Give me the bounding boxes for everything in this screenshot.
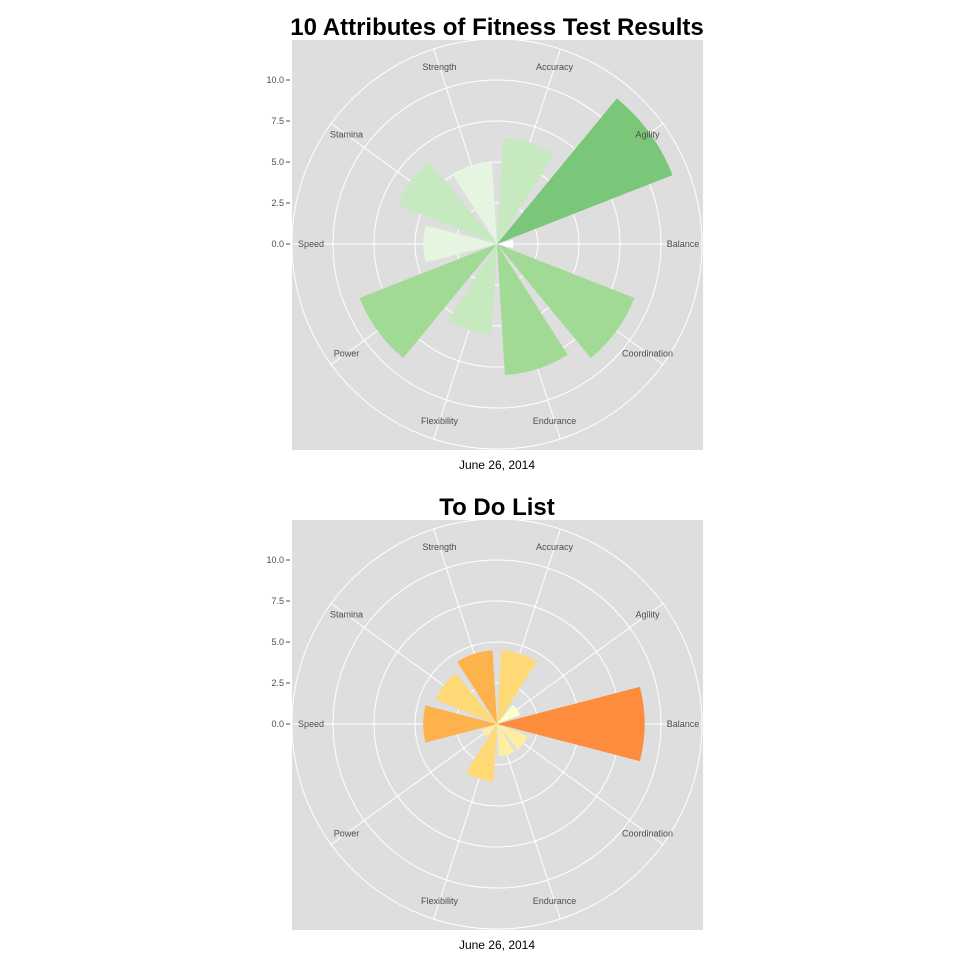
category-label-stamina: Stamina bbox=[330, 610, 363, 620]
r-tick-label-0: 0.0 bbox=[271, 239, 284, 249]
bar-power bbox=[359, 244, 497, 358]
category-label-flexibility: Flexibility bbox=[421, 416, 459, 426]
r-tick-label-3: 7.5 bbox=[271, 596, 284, 606]
grid-spoke-6 bbox=[330, 723, 498, 845]
bar-flexibility bbox=[448, 244, 497, 335]
bar-coordination bbox=[497, 724, 528, 750]
category-label-power: Power bbox=[334, 348, 360, 358]
bar-speed bbox=[423, 225, 497, 263]
bar-balance bbox=[497, 686, 645, 762]
bar-agility bbox=[497, 705, 520, 724]
grid-spoke-4 bbox=[496, 723, 561, 920]
bar-strength bbox=[457, 650, 497, 724]
bar-balance bbox=[497, 239, 514, 249]
category-label-endurance: Endurance bbox=[533, 896, 577, 906]
chart-1-title: 10 Attributes of Fitness Test Results bbox=[290, 14, 704, 41]
r-tick-label-1: 2.5 bbox=[271, 198, 284, 208]
chart-1-caption: June 26, 2014 bbox=[458, 458, 536, 472]
category-label-agility: Agility bbox=[635, 610, 660, 620]
bar-accuracy bbox=[497, 137, 555, 244]
chart-2-caption: June 26, 2014 bbox=[458, 938, 536, 952]
bar-stamina bbox=[435, 673, 497, 724]
bar-endurance bbox=[497, 244, 568, 375]
category-label-stamina: Stamina bbox=[330, 130, 363, 140]
r-tick-label-4: 10.0 bbox=[266, 75, 284, 85]
r-tick-label-2: 5.0 bbox=[271, 157, 284, 167]
category-label-agility: Agility bbox=[635, 130, 660, 140]
r-tick-label-1: 2.5 bbox=[271, 678, 284, 688]
bar-strength bbox=[452, 162, 497, 244]
category-label-strength: Strength bbox=[422, 542, 456, 552]
r-tick-label-3: 7.5 bbox=[271, 116, 284, 126]
bar-stamina bbox=[397, 161, 497, 244]
chart-2-svg: Accuracy Agility Balance Coordination Endura… bbox=[266, 518, 703, 930]
category-label-balance: Balance bbox=[667, 719, 700, 729]
bar-flexibility bbox=[466, 724, 497, 782]
bar-coordination bbox=[497, 244, 635, 358]
category-label-coordination: Coordination bbox=[622, 828, 673, 838]
category-label-balance: Balance bbox=[667, 239, 700, 249]
grid-spoke-1 bbox=[496, 603, 664, 725]
category-label-flexibility: Flexibility bbox=[421, 896, 459, 906]
grid-spoke-3 bbox=[496, 723, 664, 845]
bar-speed bbox=[423, 705, 497, 743]
bar-accuracy bbox=[497, 650, 537, 724]
bar-agility bbox=[497, 98, 673, 244]
category-label-speed: Speed bbox=[298, 719, 324, 729]
r-tick-label-2: 5.0 bbox=[271, 637, 284, 647]
category-label-endurance: Endurance bbox=[533, 416, 577, 426]
category-label-accuracy: Accuracy bbox=[536, 62, 574, 72]
chart-2-title: To Do List bbox=[439, 494, 555, 521]
chart-2: Accuracy Agility Balance Coordination Endura… bbox=[0, 480, 960, 960]
category-label-accuracy: Accuracy bbox=[536, 542, 574, 552]
r-tick-label-0: 0.0 bbox=[271, 719, 284, 729]
category-label-strength: Strength bbox=[422, 62, 456, 72]
chart-1-svg: Accuracy Agility Balance Coordination Endura… bbox=[266, 38, 703, 450]
bar-endurance bbox=[497, 724, 515, 757]
category-label-power: Power bbox=[334, 828, 360, 838]
chart-1: Accuracy Agility Balance Coordination Endura… bbox=[266, 14, 704, 472]
bar-power bbox=[481, 724, 497, 737]
category-label-speed: Speed bbox=[298, 239, 324, 249]
category-label-coordination: Coordination bbox=[622, 348, 673, 358]
r-tick-label-4: 10.0 bbox=[266, 555, 284, 565]
